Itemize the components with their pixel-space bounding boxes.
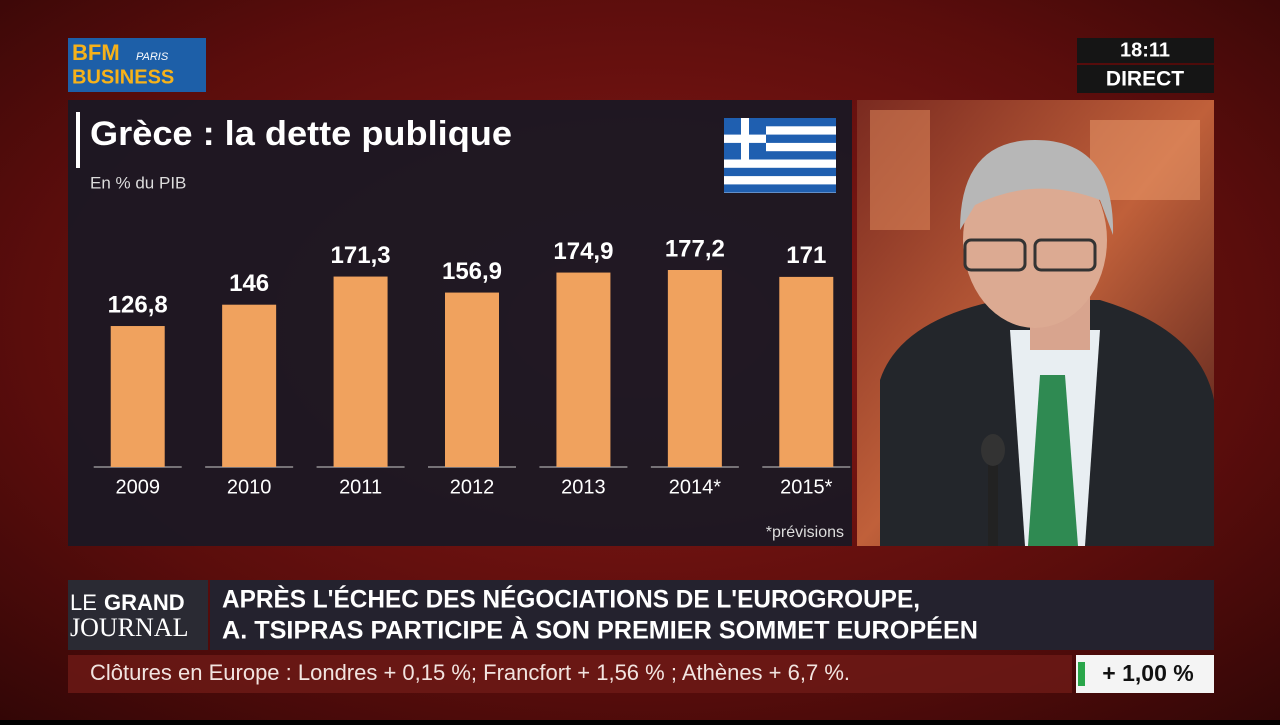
x-tick-label: 2013 xyxy=(561,476,606,498)
program-box xyxy=(68,580,208,650)
headline-line: A. TSIPRAS PARTICIPE À SON PREMIER SOMME… xyxy=(222,616,978,645)
index-box xyxy=(1076,655,1214,693)
x-tick-label: 2011 xyxy=(339,476,382,498)
logo-text: BUSINESS xyxy=(72,66,174,88)
logo-text: BFM xyxy=(72,40,120,65)
x-tick-label: 2014* xyxy=(669,476,721,498)
value-label: 171,3 xyxy=(331,242,391,269)
chart-note: *prévisions xyxy=(766,524,844,541)
bar xyxy=(222,304,277,467)
bar-group: 2009 126,8 2010 146 2011 171,3 2012 156,9 2013 17… xyxy=(93,235,851,498)
x-tick-label: 2015* xyxy=(780,476,832,498)
value-label: 177,2 xyxy=(665,235,725,262)
x-tick-label: 2010 xyxy=(227,476,272,498)
live-status: DIRECT xyxy=(1106,68,1184,91)
title-accent xyxy=(76,112,80,168)
bar xyxy=(556,272,611,467)
value-label: 174,9 xyxy=(553,238,613,265)
value-label: 156,9 xyxy=(442,258,502,285)
live-box xyxy=(1077,65,1214,93)
index-value: + 1,00 % xyxy=(1102,660,1193,686)
value-label: 171 xyxy=(786,242,826,269)
x-tick-label: 2009 xyxy=(115,476,160,498)
program-name: GRAND xyxy=(104,590,185,615)
index-indicator xyxy=(1078,662,1085,686)
bar xyxy=(333,276,388,467)
headline-line: APRÈS L'ÉCHEC DES NÉGOCIATIONS DE L'EURO… xyxy=(222,585,920,614)
ticker-bar xyxy=(68,655,1072,693)
greek-flag xyxy=(724,118,836,193)
bar xyxy=(779,276,834,467)
x-tick-label: 2012 xyxy=(450,476,495,498)
chart-title: Grèce : la dette publique xyxy=(90,115,512,153)
bar xyxy=(667,270,722,467)
chart-subtitle: En % du PIB xyxy=(90,173,186,192)
value-label: 146 xyxy=(229,270,269,297)
bar xyxy=(445,292,499,467)
logo-box xyxy=(68,38,206,92)
camera-inset xyxy=(857,100,1214,546)
clock-box xyxy=(1077,38,1214,63)
headline-box xyxy=(210,580,1214,650)
bar xyxy=(110,326,165,467)
value-label: 126,8 xyxy=(108,291,168,318)
program-name: JOURNAL xyxy=(70,613,188,642)
program-name: LE xyxy=(70,590,97,615)
ticker-text: Clôtures en Europe : Londres + 0,15 %; F… xyxy=(90,660,850,685)
clock-time: 18:11 xyxy=(1120,39,1170,61)
logo-city: PARIS xyxy=(136,51,169,63)
